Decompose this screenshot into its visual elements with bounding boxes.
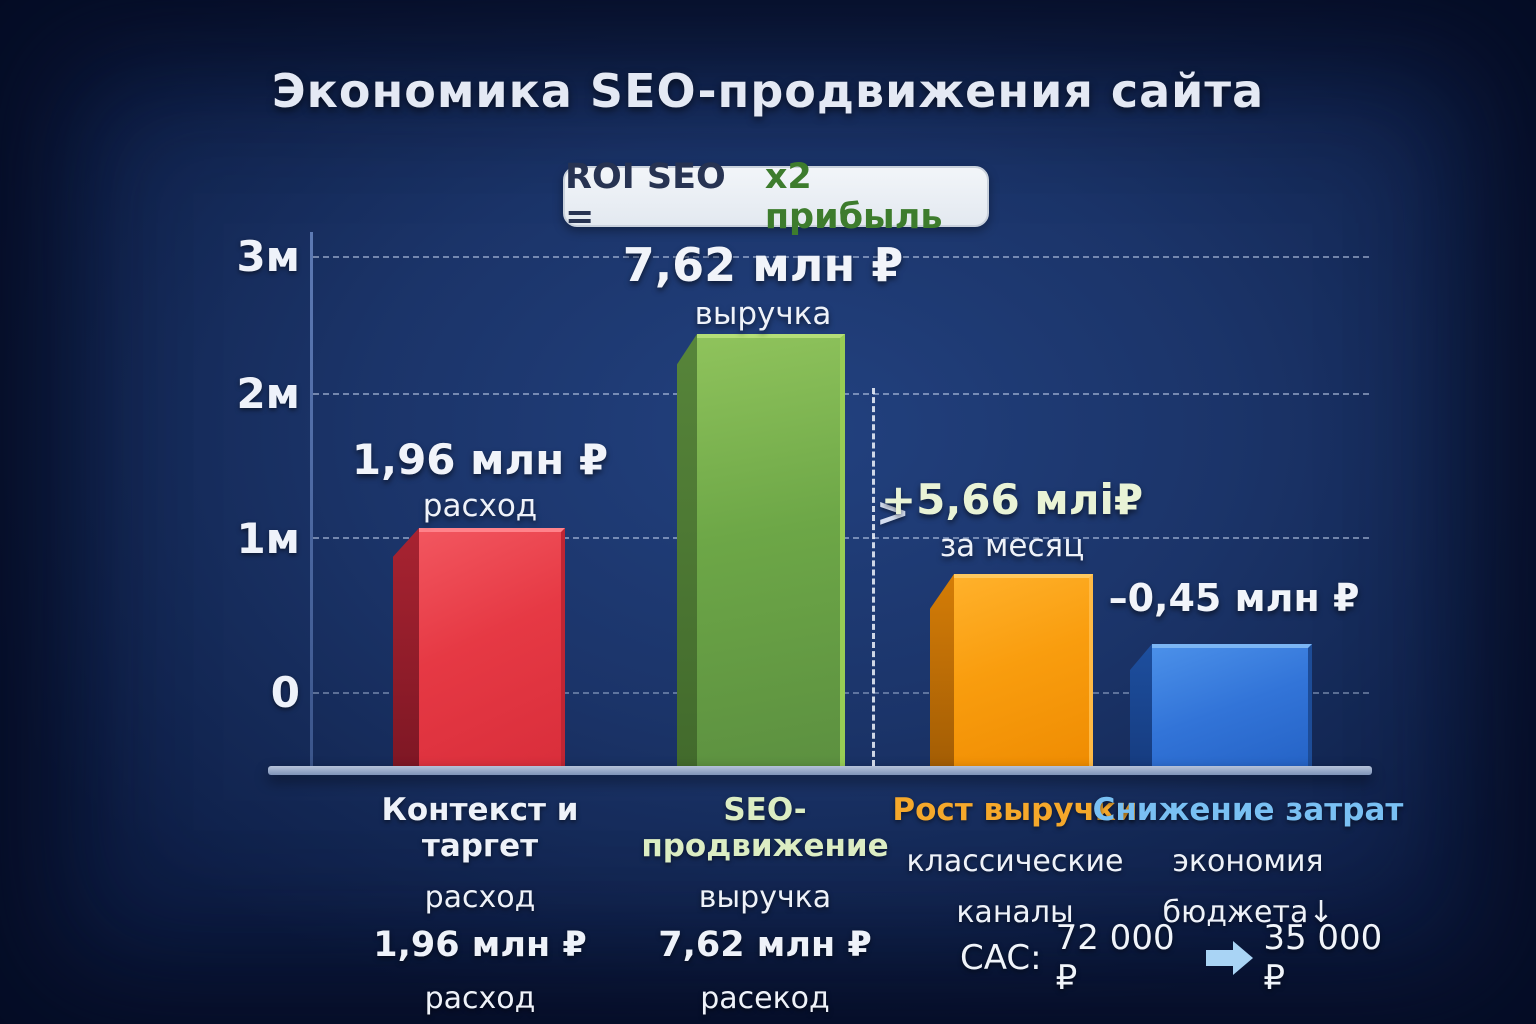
column-revenue-growth: Рост выручки классические каналы bbox=[855, 792, 1175, 930]
bar-seo-side bbox=[677, 334, 697, 768]
column-context-line2: расход bbox=[424, 880, 536, 915]
cac-from-value: 72 000 ₽ bbox=[1055, 918, 1175, 998]
cac-label: CAC: bbox=[960, 938, 1042, 978]
column-growth-line2: классические bbox=[906, 844, 1124, 879]
growth-annotation-text: +5,66 млі₽ bbox=[880, 475, 1144, 524]
column-savings-heading: Снижение затрат bbox=[1092, 792, 1404, 828]
column-seo-line2: выручка bbox=[698, 880, 832, 915]
bar-seo bbox=[677, 334, 845, 768]
y-tick-3m: 3м bbox=[236, 232, 300, 281]
bar-context-target-face bbox=[419, 528, 565, 768]
context-value-text: 1,96 млн ₽ bbox=[351, 435, 609, 484]
chart-baseline bbox=[268, 766, 1372, 775]
label-context-value: 1,96 млн ₽ расход bbox=[330, 435, 630, 524]
y-tick-1m: 1м bbox=[236, 514, 300, 563]
bar-seo-face bbox=[697, 334, 845, 768]
label-growth-annotation: +5,66 млі₽ за месяц bbox=[862, 475, 1162, 564]
bar-cost-savings-face bbox=[1152, 644, 1312, 768]
bar-revenue-growth-side bbox=[930, 574, 954, 768]
bar-revenue-growth bbox=[930, 574, 1093, 768]
bar-context-target bbox=[393, 528, 565, 768]
column-savings-line2: экономия bbox=[1172, 844, 1324, 879]
y-tick-0: 0 bbox=[270, 668, 300, 717]
growth-annotation-sub: за месяц bbox=[939, 528, 1085, 564]
arrow-right-icon bbox=[1206, 941, 1254, 975]
label-seo-value: 7,62 млн ₽ выручка bbox=[613, 238, 913, 332]
roi-badge-highlight: x2 прибыль bbox=[764, 156, 943, 237]
annotation-dashed-line bbox=[872, 388, 875, 766]
bar-cost-savings bbox=[1130, 644, 1312, 768]
cac-footnote: CAC: 72 000 ₽ 35 000 ₽ bbox=[960, 918, 1400, 998]
column-seo: SEO-продвижение выручка 7,62 млн ₽ расек… bbox=[605, 792, 925, 1016]
column-context-value: 1,96 млн ₽ bbox=[373, 925, 587, 965]
label-savings-value: –0,45 млн ₽ bbox=[1084, 576, 1384, 620]
y-tick-2m: 2м bbox=[236, 369, 300, 418]
column-context-heading: Контекст и таргет bbox=[381, 792, 579, 864]
column-seo-line4: расекод bbox=[700, 981, 830, 1016]
bar-revenue-growth-face bbox=[954, 574, 1093, 768]
bar-context-target-side bbox=[393, 528, 419, 768]
column-seo-heading: SEO-продвижение bbox=[641, 792, 889, 864]
column-seo-value: 7,62 млн ₽ bbox=[658, 925, 872, 965]
cac-to-value: 35 000 ₽ bbox=[1263, 918, 1383, 998]
bar-cost-savings-side bbox=[1130, 644, 1152, 768]
context-value-sub: расход bbox=[422, 488, 538, 524]
roi-badge: ROI SEO = x2 прибыль bbox=[563, 157, 989, 237]
chevron-right-icon: > bbox=[876, 490, 910, 536]
column-cost-savings: Снижение затрат экономия бюджета↓ bbox=[1088, 792, 1408, 930]
seo-value-text: 7,62 млн ₽ bbox=[622, 238, 904, 292]
column-savings-line3: бюджета↓ bbox=[1162, 895, 1334, 930]
column-context-target: Контекст и таргет расход 1,96 млн ₽ расх… bbox=[320, 792, 640, 1016]
column-growth-line3: каналы bbox=[956, 895, 1074, 930]
column-growth-heading: Рост выручки bbox=[892, 792, 1138, 828]
column-context-line4: расход bbox=[424, 981, 536, 1016]
roi-badge-prefix: ROI SEO = bbox=[565, 156, 726, 237]
page-title: Экономика SEO-продвижения сайта bbox=[271, 64, 1265, 118]
y-axis-line bbox=[310, 232, 313, 770]
seo-value-sub: выручка bbox=[694, 296, 832, 332]
gridline-3m bbox=[313, 256, 1369, 258]
savings-value-text: –0,45 млн ₽ bbox=[1108, 576, 1360, 620]
